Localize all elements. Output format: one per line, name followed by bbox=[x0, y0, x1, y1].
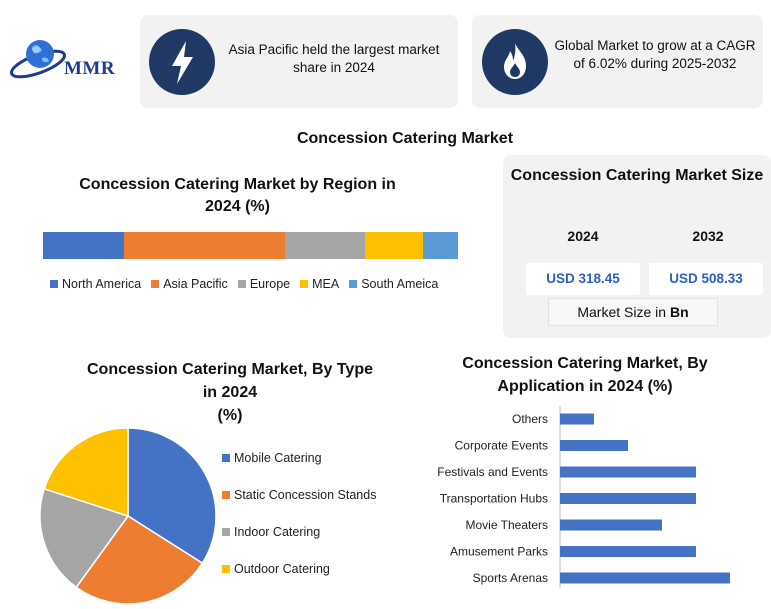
category-label-others: Others bbox=[512, 412, 548, 426]
application-chart-title: Concession Catering Market, By Applicati… bbox=[440, 352, 730, 398]
category-label-festivals-and-events: Festivals and Events bbox=[437, 465, 548, 479]
legend-item-outdoor-catering: Outdoor Catering bbox=[222, 561, 376, 576]
mmr-logo: MMR bbox=[8, 30, 130, 90]
region-legend: North America Asia Pacific Europe MEA South … bbox=[50, 277, 448, 291]
legend-swatch bbox=[222, 490, 230, 499]
app-title-line: Application in 2024 (%) bbox=[497, 378, 673, 395]
legend-label: Indoor Catering bbox=[234, 524, 321, 539]
app-title-line: Concession Catering Market, By bbox=[462, 355, 708, 372]
legend-swatch bbox=[222, 453, 230, 462]
logo-text: MMR bbox=[64, 58, 116, 79]
region-segment-south-ameica bbox=[422, 232, 458, 259]
type-title-line: in 2024 bbox=[202, 384, 258, 401]
type-chart-title: Concession Catering Market, By Type in 2… bbox=[80, 358, 380, 427]
card-text: Asia Pacific held the largest market sha… bbox=[228, 42, 440, 75]
value-2032: USD 508.33 bbox=[649, 263, 763, 295]
legend-swatch bbox=[222, 527, 230, 536]
legend-swatch bbox=[300, 280, 309, 288]
value-2024: USD 318.45 bbox=[526, 263, 640, 295]
lightning-icon bbox=[172, 41, 193, 84]
pie-slice-static-concession-stands bbox=[75, 514, 204, 605]
application-bar-chart: Others Corporate Events Festivals and Even… bbox=[437, 406, 730, 588]
legend-item-static-concession-stands: Static Concession Stands bbox=[222, 487, 376, 502]
legend-item-europe: Europe bbox=[237, 277, 291, 291]
type-title-line: (%) bbox=[217, 407, 243, 424]
legend-label: Asia Pacific bbox=[163, 277, 228, 291]
legend-label: Outdoor Catering bbox=[234, 561, 330, 576]
legend-swatch bbox=[222, 564, 230, 573]
legend-item-mea: MEA bbox=[300, 277, 339, 291]
legend-item-south-ameica: South Ameica bbox=[349, 277, 438, 291]
category-label-movie-theaters: Movie Theaters bbox=[466, 518, 548, 532]
globe-icon bbox=[10, 40, 66, 79]
unit-prefix: Market Size in bbox=[577, 304, 670, 320]
bar-amusement-parks bbox=[560, 546, 696, 557]
region-stacked-bar bbox=[43, 232, 458, 259]
main-title: Concession Catering Market bbox=[296, 130, 514, 147]
legend-item-mobile-catering: Mobile Catering bbox=[222, 450, 376, 465]
unit-bold: Bn bbox=[669, 304, 689, 320]
region-chart-title: Concession Catering Market by Region in … bbox=[79, 176, 396, 215]
info-card-cagr: Global Market to grow at a CAGR of 6.02%… bbox=[472, 15, 763, 108]
info-card-region: Asia Pacific held the largest market sha… bbox=[140, 15, 458, 108]
legend-label: South Ameica bbox=[361, 277, 439, 291]
region-segment-north-america bbox=[43, 232, 124, 259]
bar-sports-arenas bbox=[560, 572, 730, 584]
legend-label: Mobile Catering bbox=[234, 450, 322, 465]
legend-swatch bbox=[237, 280, 246, 288]
market-size-unit: Market Size in Bn bbox=[548, 298, 718, 326]
region-segment-europe bbox=[284, 232, 366, 259]
bar-festivals-and-events bbox=[560, 466, 696, 478]
flame-icon bbox=[504, 43, 526, 79]
legend-item-indoor-catering: Indoor Catering bbox=[222, 524, 376, 539]
region-segment-asia-pacific bbox=[123, 232, 285, 259]
category-label-corporate-events: Corporate Events bbox=[455, 439, 548, 453]
year-2024-label: 2024 bbox=[567, 228, 599, 244]
legend-swatch bbox=[151, 280, 160, 288]
bar-transportation-hubs bbox=[560, 493, 696, 504]
bar-corporate-events bbox=[560, 440, 628, 451]
type-pie-chart bbox=[39, 427, 217, 605]
legend-item-north-america: North America bbox=[50, 277, 141, 291]
legend-item-asia-pacific: Asia Pacific bbox=[151, 277, 228, 291]
legend-swatch bbox=[50, 280, 58, 288]
card-icon-circle bbox=[482, 29, 548, 95]
bar-others bbox=[560, 413, 594, 425]
legend-label: Europe bbox=[249, 277, 291, 291]
category-label-transportation-hubs: Transportation Hubs bbox=[440, 492, 548, 506]
type-legend: Mobile Catering Static Concession Stands I… bbox=[222, 450, 386, 598]
region-segment-mea bbox=[365, 232, 423, 259]
card-icon-circle bbox=[149, 29, 215, 95]
category-label-amusement-parks: Amusement Parks bbox=[450, 545, 548, 559]
legend-label: MEA bbox=[312, 277, 340, 291]
legend-label: North America bbox=[62, 277, 142, 291]
bar-movie-theaters bbox=[560, 519, 662, 531]
legend-label: Static Concession Stands bbox=[234, 487, 377, 502]
pie-slice-outdoor-catering bbox=[43, 427, 129, 518]
card-text: Global Market to grow at a CAGR of 6.02%… bbox=[554, 38, 756, 71]
year-2032-label: 2032 bbox=[692, 228, 724, 244]
pie-slice-indoor-catering bbox=[39, 487, 130, 589]
category-label-sports-arenas: Sports Arenas bbox=[473, 571, 548, 585]
market-size-panel: Concession Catering Market Size 2024 203… bbox=[503, 155, 771, 338]
type-title-line: Concession Catering Market, By Type bbox=[87, 361, 373, 378]
legend-swatch bbox=[349, 280, 358, 288]
market-size-title: Concession Catering Market Size bbox=[510, 167, 764, 184]
